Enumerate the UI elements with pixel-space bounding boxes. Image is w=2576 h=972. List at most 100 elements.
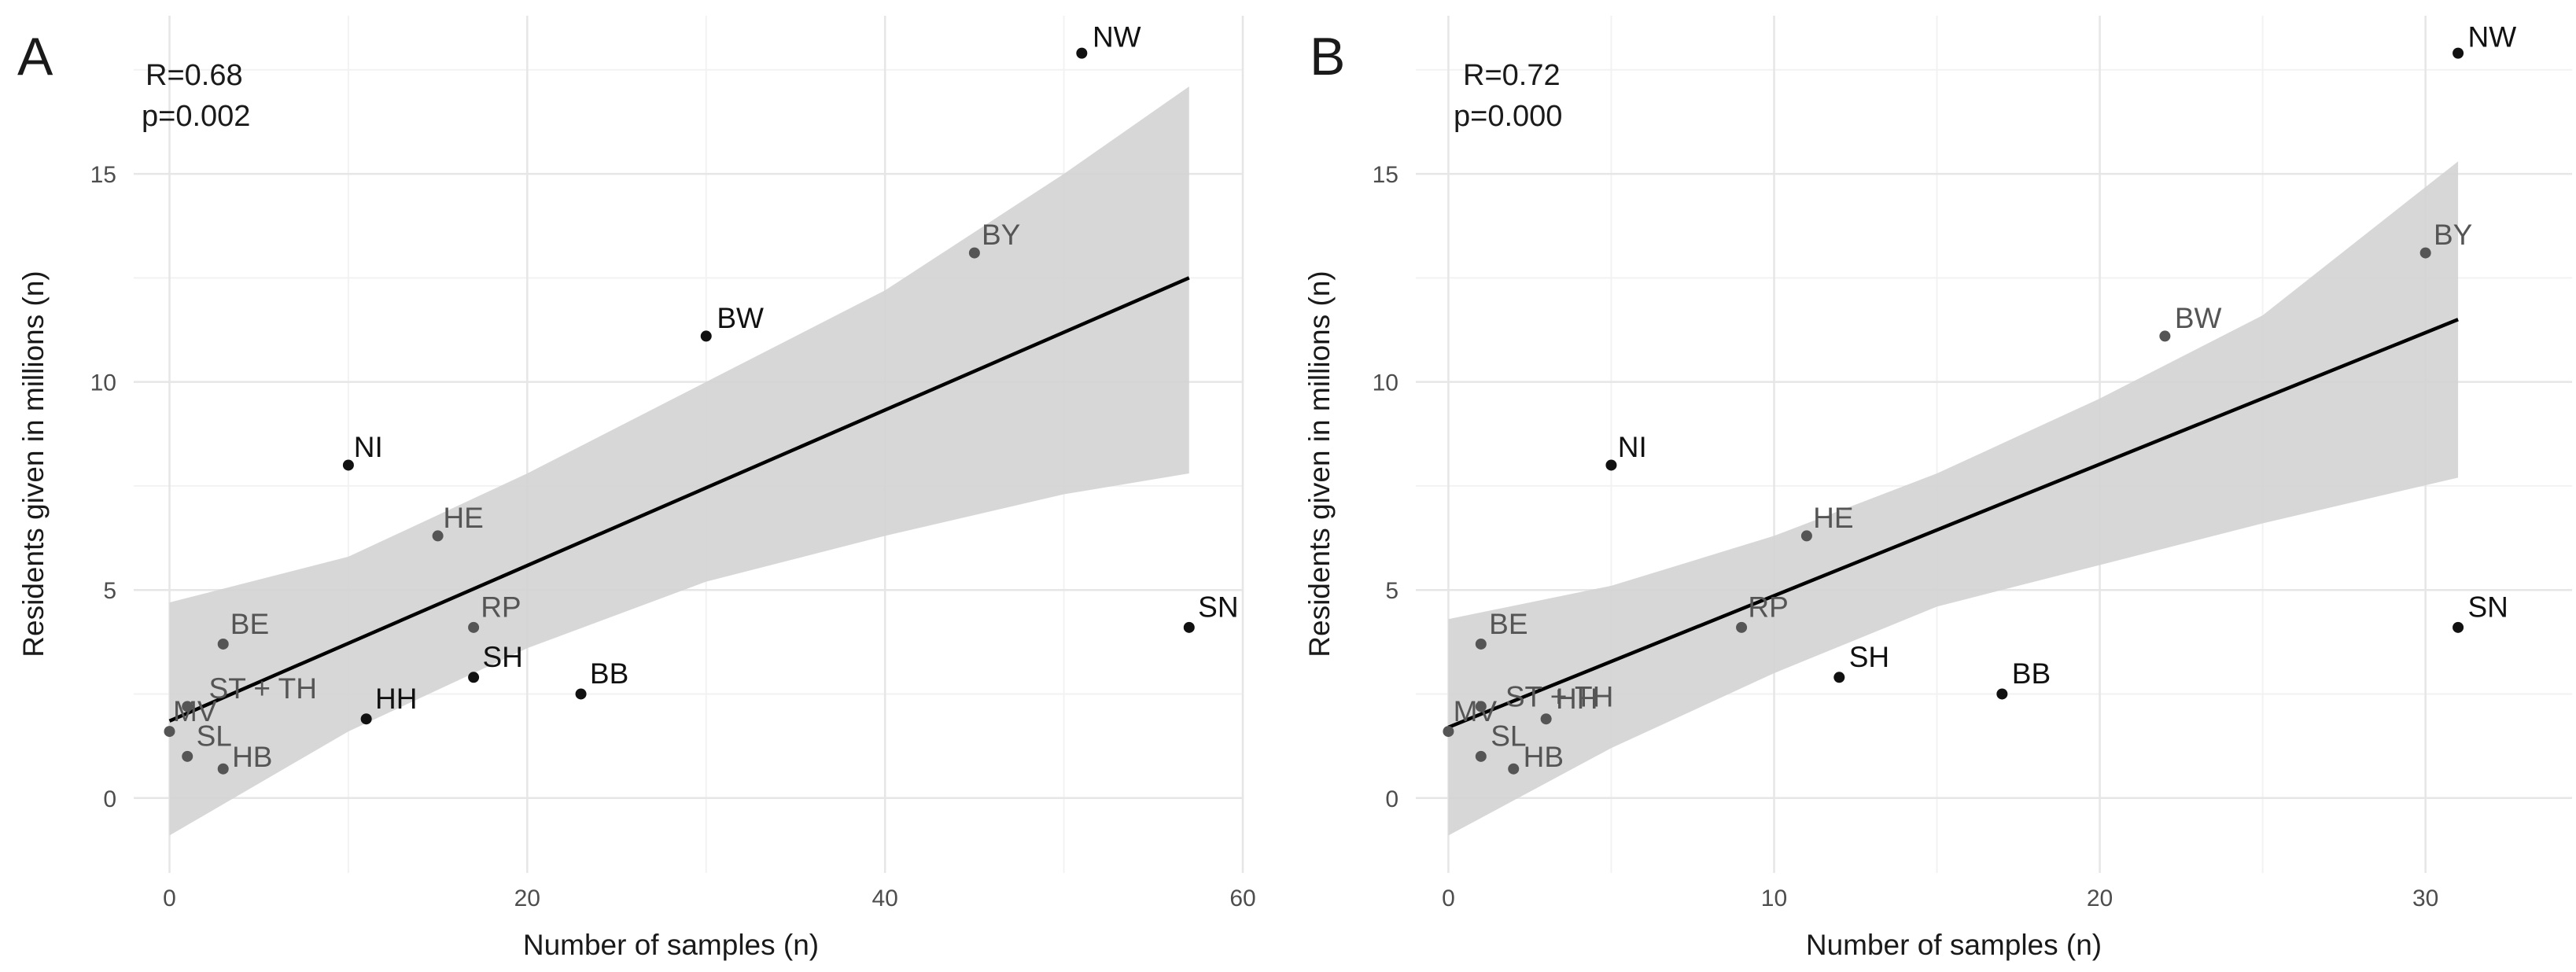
panel-b-label-ni: NI [1618,431,1647,463]
panel-a-point-hh [360,713,372,725]
panel-a-point-nw [1076,47,1088,59]
panel-a-x-tick-label: 40 [872,885,897,911]
panel-b-point-nw [2453,47,2464,59]
panel-a-y-tick-label: 0 [103,786,116,812]
panel-b-label-be: BE [1489,608,1528,640]
panel-a-letter: A [17,27,53,87]
panel-b-point-hh [1540,713,1552,725]
panel-a-label-hb: HB [232,741,272,773]
panel-a-label-bb: BB [590,657,628,690]
panel-b-label-bw: BW [2175,302,2222,334]
panel-b-point-bb [1996,688,2008,700]
panel-a-point-rp [468,621,480,633]
panel-b-x-tick-label: 20 [2087,885,2113,911]
panel-b-ticks: 0 10 20 30 0 5 10 15 [1373,162,2439,911]
panel-a-label-by: BY [982,219,1020,251]
panel-b-x-tick-label: 10 [1761,885,1787,911]
panel-b-fit-line [1447,318,2459,729]
panel-b-point-hb [1508,763,1520,775]
panel-b-letter: B [1310,27,1345,87]
panel-b-y-axis-title: Residents given in millions (n) [1303,271,1336,657]
panel-b-point-ni [1605,459,1617,471]
panel-b-band-area [1448,161,2459,836]
panel-a-point-st-th [182,701,193,712]
panel-a-label-mv: MV [173,695,217,727]
panel-b-label-st-th: ST + TH [1505,680,1613,712]
panel-a-p-value: p=0.002 [142,100,250,133]
panel-a-point-sn [1183,621,1195,633]
panel-a-label-sl: SL [197,720,232,753]
panel-b-label-hh: HH [1556,683,1598,715]
panel-a-label-he: HE [443,502,483,534]
panel-a-band-area [169,86,1189,836]
panel-b-y-tick-label: 5 [1385,578,1399,604]
panel-b-confidence-band [1448,161,2459,836]
panel-b-label-sh: SH [1849,641,1889,673]
panel-a-point-sh [468,672,480,683]
panel-b-point-bw [2159,330,2171,342]
panel-b-regression-line [1447,318,2459,729]
panel-a-point-ni [342,459,354,471]
panel-b-point-by [2419,247,2431,259]
panel-a-x-tick-label: 60 [1229,885,1255,911]
panel-b-label-he: HE [1813,502,1853,534]
panel-a-label-be: BE [230,608,269,640]
panel-a-label-sn: SN [1198,591,1238,624]
panel-b-point-st-th [1475,701,1487,712]
panel-a-label-hh: HH [375,683,417,715]
panel-b-x-axis-title: Number of samples (n) [1806,929,2102,961]
panel-b-p-value: p=0.000 [1454,100,1562,133]
panel-a-point-bw [700,330,712,342]
panel-a-r-value: R=0.68 [146,59,243,92]
panel-a-y-tick-label: 10 [90,370,116,396]
panel-b-point-mv [1443,726,1454,738]
panel-b-y-tick-label: 10 [1373,370,1399,396]
panel-b-x-tick-label: 30 [2412,885,2438,911]
panel-a-y-axis-title: Residents given in millions (n) [17,271,50,657]
panel-b-x-tick-label: 0 [1442,885,1455,911]
panel-b-point-sn [2453,621,2464,633]
panel-b-label-nw: NW [2467,21,2516,53]
panel-a-fit-line [168,276,1190,723]
panel-a-y-tick-label: 5 [103,578,116,604]
panel-a-label-st-th: ST + TH [209,672,317,705]
panel-a-point-be [217,638,229,650]
panel-a-point-bb [575,688,587,700]
panel-b-point-he [1800,530,1812,542]
panel-b-point-rp [1736,621,1748,633]
panel-b-label-hb: HB [1524,741,1564,773]
panel-a-point-mv [164,726,175,738]
panel-a-x-tick-label: 0 [163,885,176,911]
panel-a-y-tick-label: 15 [90,162,116,188]
panel-b-label-bb: BB [2012,657,2051,690]
panel-b-label-mv: MV [1454,695,1498,727]
panel-a-label-rp: RP [481,591,521,624]
panel-b-y-tick-label: 0 [1385,786,1399,812]
panel-a-point-sl [182,750,193,762]
panel-b-label-by: BY [2434,219,2472,251]
panel-b-y-tick-label: 15 [1373,162,1399,188]
panel-a-label-nw: NW [1093,21,1141,53]
panel-a-x-tick-label: 20 [514,885,540,911]
panel-b-label-sn: SN [2467,591,2508,624]
panel-a-confidence-band [169,86,1189,836]
panel-a-label-bw: BW [717,302,764,334]
panel-a-ticks: 0 20 40 60 0 5 10 15 [90,162,1256,911]
panel-a-regression-line [168,276,1190,723]
panel-a-x-axis-title: Number of samples (n) [523,929,819,961]
panel-b-point-sl [1475,750,1487,762]
panel-a-point-hb [217,763,229,775]
panel-a-point-by [968,247,980,259]
panel-b-label-rp: RP [1748,591,1788,624]
panel-a-point-he [432,530,444,542]
panel-a-label-ni: NI [354,431,383,463]
panel-b-point-sh [1833,672,1845,683]
panel-b-r-value: R=0.72 [1463,59,1561,92]
panel-b-label-sl: SL [1491,720,1526,753]
panel-a-label-sh: SH [482,641,522,673]
